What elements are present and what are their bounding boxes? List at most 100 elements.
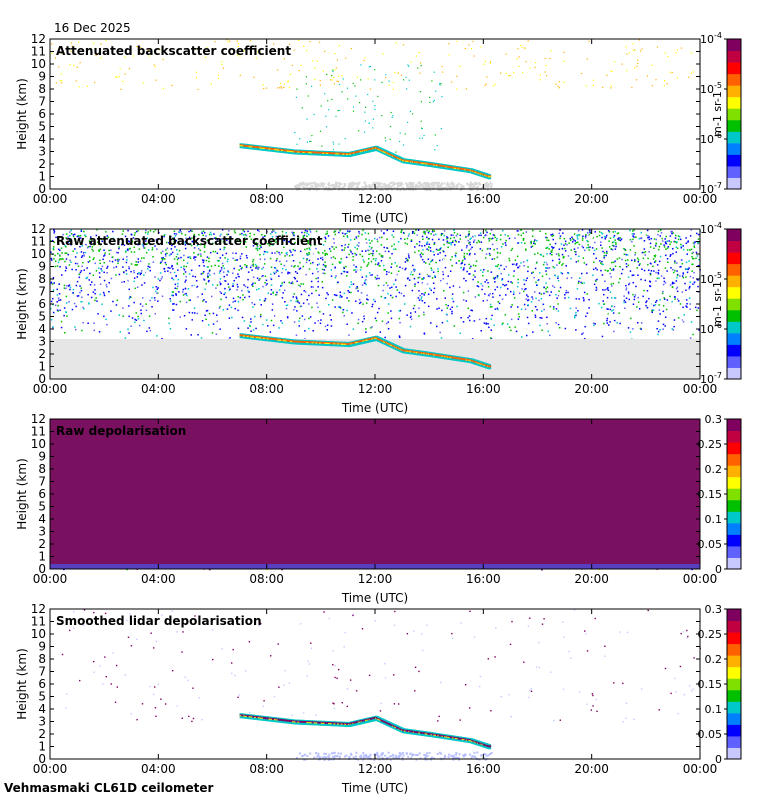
heatmap-cell [510,249,513,251]
heatmap-cell [190,229,192,232]
heatmap-cell [675,280,678,282]
heatmap-cell [562,257,565,259]
heatmap-cell [219,328,221,330]
heatmap-cell [111,260,114,263]
heatmap-cell [491,306,493,308]
heatmap-cell [334,276,337,279]
heatmap-cell [293,234,295,237]
heatmap-cell [172,309,175,311]
heatmap-cell [117,258,119,261]
heatmap-cell [459,332,461,334]
heatmap-cell [560,243,563,245]
heatmap-cell [143,274,145,276]
y-tick-label: 11 [31,45,46,59]
heatmap-cell [585,335,587,337]
heatmap-cell [338,83,341,86]
heatmap-cell [436,145,438,147]
heatmap-cell [61,52,63,54]
heatmap-cell [93,329,95,332]
heatmap-cell [674,298,676,300]
heatmap-cell [540,298,543,300]
heatmap-cell [274,252,276,254]
heatmap-cell [359,253,361,256]
heatmap-cell [350,47,352,50]
heatmap-cell [303,45,305,47]
heatmap-cell [285,304,288,307]
heatmap-cell [244,296,246,299]
heatmap-cell [627,327,630,329]
heatmap-cell [455,262,458,264]
heatmap-cell [85,277,87,280]
heatmap-cell [334,306,336,308]
heatmap-cell [444,254,447,257]
heatmap-cell [354,246,356,249]
heatmap-cell [533,242,535,244]
heatmap-cell [509,74,511,77]
heatmap-cell [170,248,173,250]
heatmap-cell [487,286,490,288]
heatmap-cell [632,262,635,265]
heatmap-cell [566,244,568,246]
heatmap-cell [360,331,362,333]
heatmap-cell [428,183,431,186]
heatmap-cell [68,264,71,266]
heatmap-cell [620,238,623,240]
heatmap-cell [370,260,373,263]
heatmap-cell [78,86,80,88]
heatmap-cell [195,77,197,79]
heatmap-cell [611,244,614,247]
heatmap-cell [543,265,545,267]
cloud-cell [317,151,321,154]
heatmap-cell [297,235,299,237]
heatmap-cell [356,185,359,188]
heatmap-cell [368,122,370,124]
heatmap-cell [58,47,60,50]
heatmap-cell [344,244,347,246]
heatmap-cell [182,313,185,315]
heatmap-cell [386,247,388,249]
heatmap-cell [433,99,435,101]
heatmap-cell [329,314,332,316]
heatmap-cell [477,246,479,249]
heatmap-cell [213,272,216,275]
heatmap-cell [152,239,154,241]
heatmap-cell [140,270,143,272]
heatmap-cell [244,241,247,243]
heatmap-cell [80,230,83,232]
heatmap-cell [485,83,487,85]
heatmap-cell [245,254,248,257]
heatmap-cell [624,249,627,251]
heatmap-cell [194,259,196,261]
heatmap-cell [93,284,96,286]
heatmap-cell [682,265,684,268]
heatmap-cell [634,252,637,254]
heatmap-cell [315,277,317,280]
heatmap-cell [289,43,291,45]
heatmap-cell [334,267,336,269]
heatmap-cell [258,279,260,281]
heatmap-cell [299,250,302,253]
heatmap-cell [474,253,476,255]
heatmap-cell [148,263,150,265]
heatmap-cell [326,253,328,256]
heatmap-cell [472,278,474,281]
heatmap-cell [527,270,529,273]
heatmap-cell [569,237,572,240]
heatmap-cell [410,186,413,189]
heatmap-cell [106,235,108,237]
heatmap-cell [214,264,216,267]
heatmap-cell [323,269,326,271]
heatmap-cell [409,183,412,186]
heatmap-cell [83,252,86,255]
heatmap-cell [328,248,331,250]
heatmap-cell [467,235,469,237]
heatmap-cell [697,233,700,236]
heatmap-cell [480,330,482,332]
heatmap-cell [639,327,642,330]
heatmap-cell [189,257,192,260]
heatmap-cell [201,293,203,295]
heatmap-cell [75,305,77,308]
y-tick-label: 4 [38,132,46,146]
heatmap-cell [237,297,240,299]
heatmap-cell [516,58,518,60]
